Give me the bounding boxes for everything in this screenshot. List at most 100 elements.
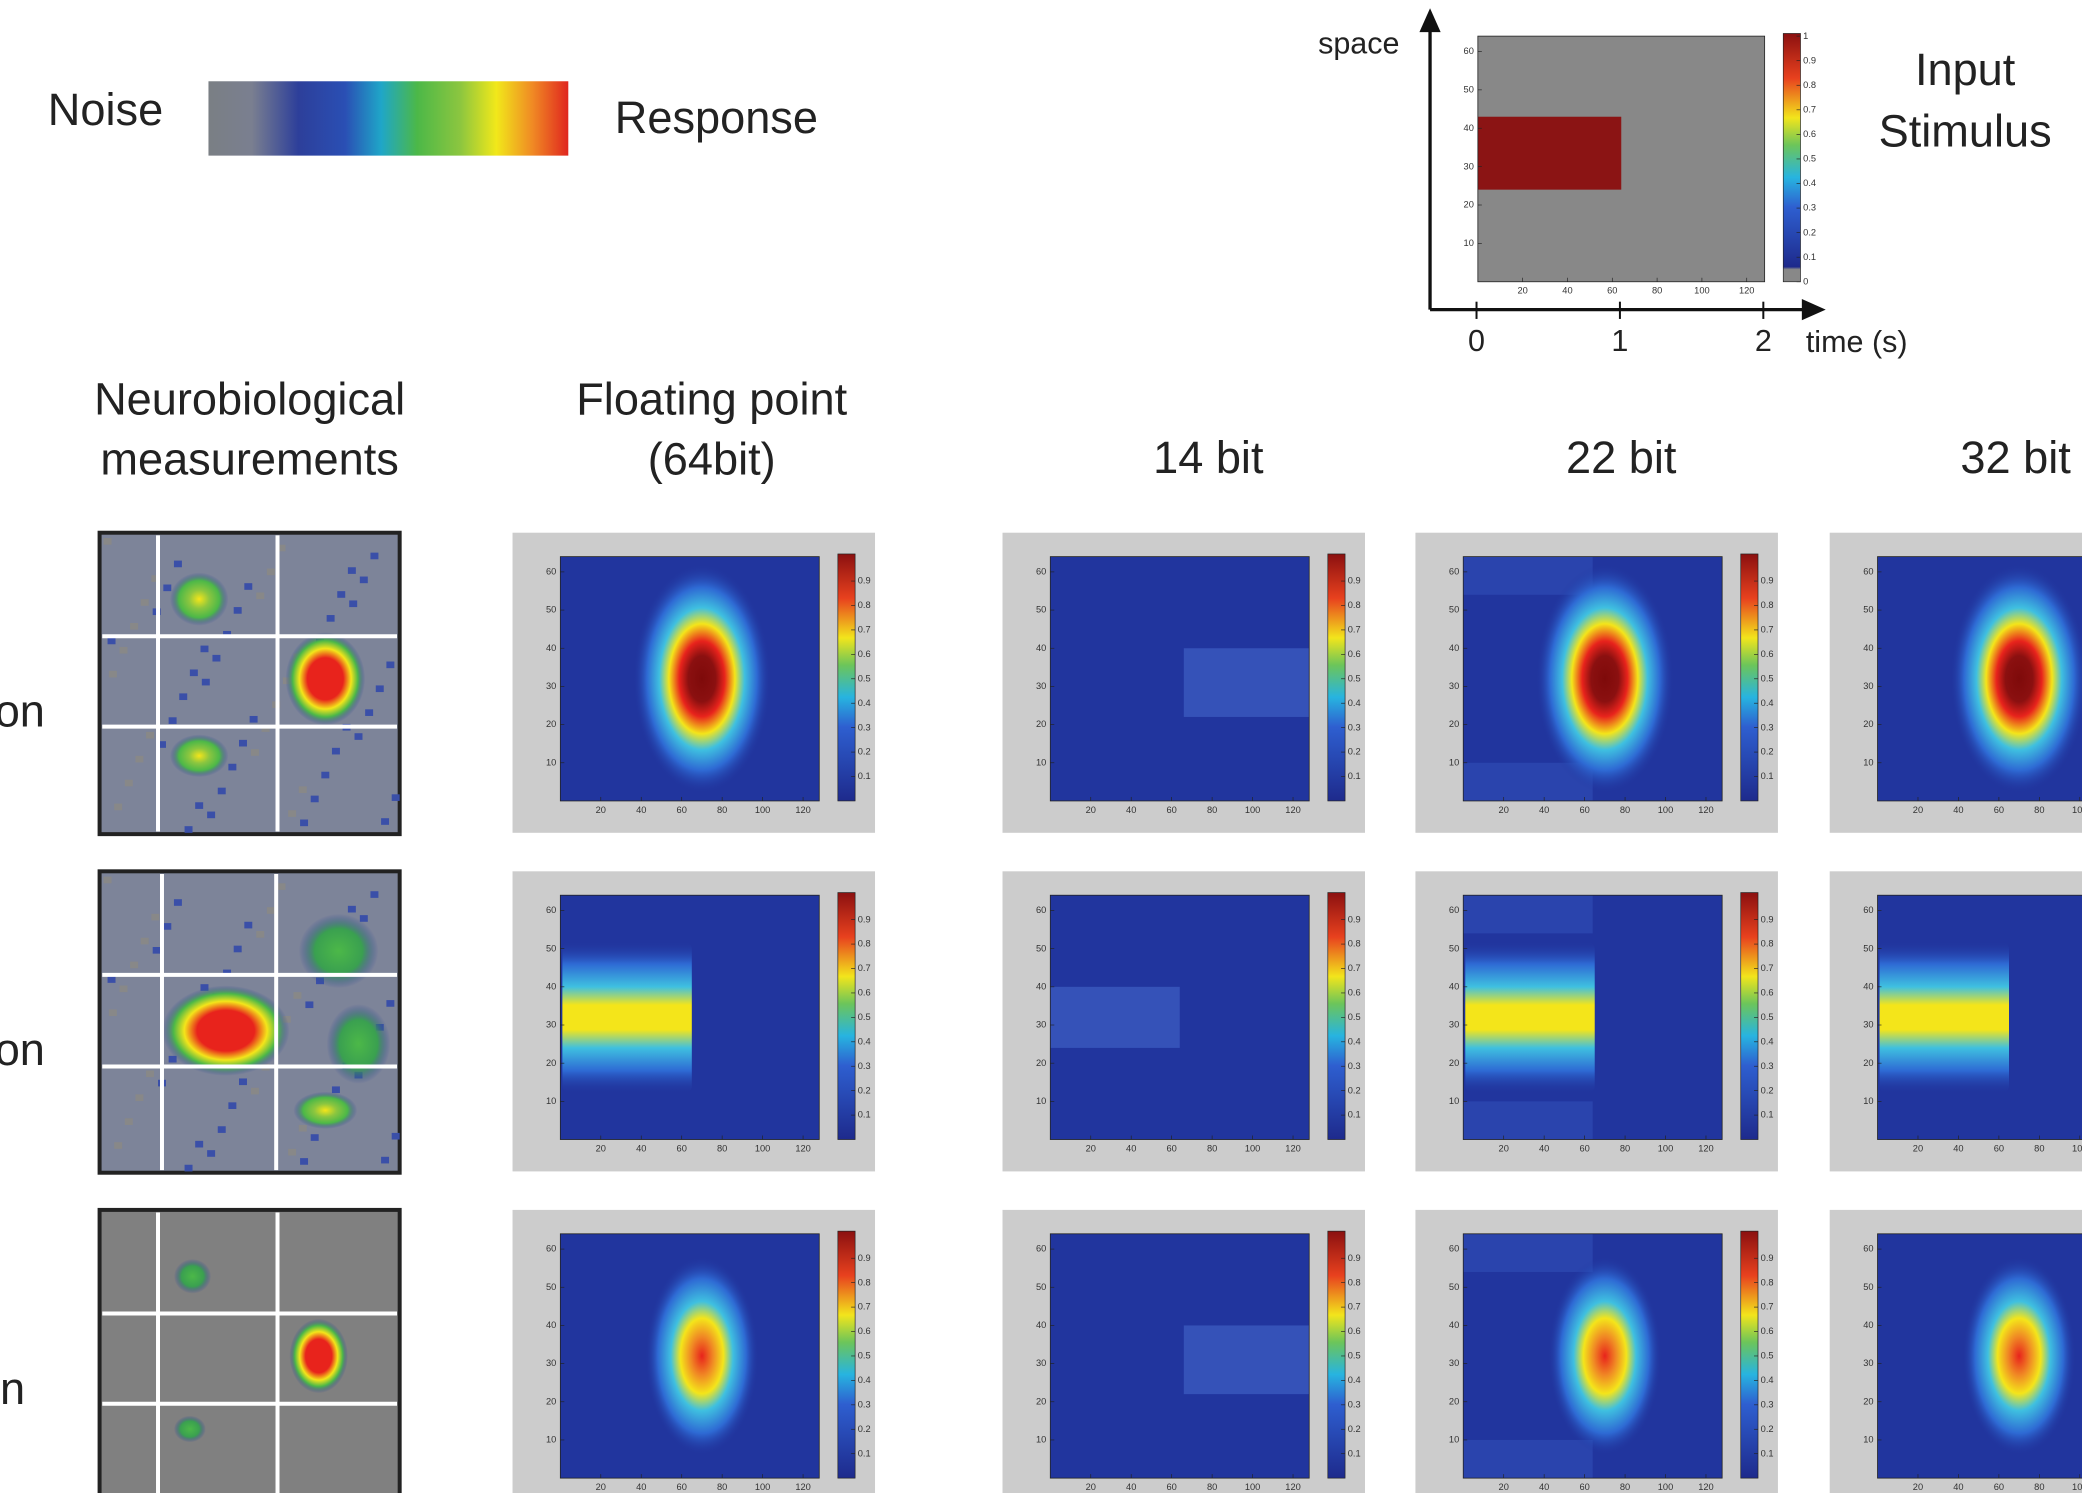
neuro-noise [228,1102,236,1109]
heatmap-shade [1463,895,1592,933]
neuro-noise [321,772,329,779]
colorbar-tick-label: 0.2 [1761,1085,1774,1095]
x-tick-label: 120 [795,1482,811,1492]
colorbar-tick-label: 0.7 [858,625,871,635]
heatmap-blob [1548,1257,1661,1456]
neuro-noise [125,780,133,787]
neuro-noise [392,794,400,801]
neuro-noise [299,786,307,793]
y-tick-label: 60 [1863,1244,1873,1254]
y-tick-label: 50 [1863,1282,1873,1292]
y-tick-label: 50 [1464,85,1474,95]
colorbar-tick-label: 0.4 [858,1375,871,1385]
colorbar-tick-label: 0.6 [1348,988,1361,998]
colorbar-tick-label: 0.8 [1348,939,1361,949]
y-tick-label: 20 [546,719,556,729]
y-tick-label: 20 [1863,719,1873,729]
neuro-noise [311,1134,319,1141]
heatmap-band [1465,941,1594,1094]
row-label: on [0,1024,45,1075]
colorbar-tick-label: 0.5 [1803,154,1816,164]
y-tick-label: 40 [546,643,556,653]
x-tick-label: 20 [596,805,606,815]
heatmap-blob [1950,564,2082,793]
column-header: measurements [100,433,398,484]
y-tick-label: 40 [1036,643,1046,653]
y-tick-label: 50 [1449,605,1459,615]
y-tick-label: 50 [1863,605,1873,615]
neuro-noise [256,592,264,599]
y-tick-label: 40 [1449,643,1459,653]
x-tick-label: 40 [636,805,646,815]
colorbar-tick-label: 0.2 [1761,1424,1774,1434]
neuro-noise [365,709,373,716]
neuro-noise [146,1070,154,1077]
y-tick-label: 60 [1036,1244,1046,1254]
x-tick-label: 40 [1953,1482,1963,1492]
neuro-noise [300,1158,308,1165]
stimulus-x-tick-label: 2 [1755,324,1772,358]
neuro-noise [348,906,356,913]
stimulus-x-tick-label: 1 [1611,324,1628,358]
colorbar-tick-label: 0.9 [1803,55,1816,65]
x-tick-label: 100 [755,805,771,815]
x-tick-label: 100 [1694,286,1709,296]
x-tick-label: 60 [1167,1482,1177,1492]
neuro-noise [153,947,161,954]
stimulus-title: Stimulus [1879,105,2052,156]
neuro-bg [100,1210,400,1493]
colorbar [1328,554,1345,801]
colorbar-tick-label: 0.2 [1348,1085,1361,1095]
heatmap-band [1184,1325,1309,1394]
x-tick-label: 40 [1126,1482,1136,1492]
colorbar-tick-label: 0.8 [1761,939,1774,949]
colorbar-tick-label: 0.8 [1761,1277,1774,1287]
x-tick-label: 120 [1698,805,1713,815]
y-tick-label: 60 [1449,905,1459,915]
colorbar-tick-label: 0.6 [1803,129,1816,139]
colorbar-tick-label: 0.6 [1761,988,1774,998]
y-tick-label: 10 [1449,1435,1459,1445]
colorbar-tick-label: 0.9 [858,1253,871,1263]
neuro-noise [125,1118,133,1125]
y-tick-label: 50 [1449,1282,1459,1292]
colorbar-tick-label: 0.7 [1761,963,1774,973]
colorbar-tick-label: 0.6 [1761,1326,1774,1336]
neuro-noise [386,1000,394,1007]
colorbar [838,893,855,1140]
neuro-noise [293,992,301,999]
x-tick-label: 20 [1499,1482,1509,1492]
neuro-noise [288,1149,296,1156]
x-tick-label: 40 [636,1482,646,1492]
neuro-noise [185,1165,193,1172]
colorbar-tick-label: 0.6 [1761,649,1774,659]
colorbar-tick-label: 0.5 [858,1012,871,1022]
colorbar-tick-label: 0.9 [858,914,871,924]
figure: Noise Response space time (s) Input Stim… [0,0,2082,1493]
y-tick-label: 50 [1036,943,1046,953]
x-tick-label: 80 [1652,286,1662,296]
y-tick-label: 60 [546,1244,556,1254]
colorbar-tick-label: 0.5 [858,1351,871,1361]
y-tick-label: 20 [1449,719,1459,729]
neuro-noise [135,1094,143,1101]
column-header: 14 bit [1153,432,1264,483]
neuro-noise [212,655,220,662]
colorbar-tick-label: 0.7 [858,963,871,973]
column-header: Neurobiological [94,374,405,425]
colorbar-tick-label: 0.1 [1803,252,1816,262]
y-tick-label: 60 [1036,567,1046,577]
stimulus-title: Input [1915,44,2016,95]
colorbar-tick-label: 0.2 [1348,1424,1361,1434]
x-tick-label: 40 [1953,1143,1963,1153]
neuro-noise [381,1157,389,1164]
stimulus-block [1478,117,1621,190]
colorbar-tick-label: 0.3 [1803,203,1816,213]
neuro-noise [195,1141,203,1148]
y-tick-label: 10 [546,757,556,767]
x-tick-label: 80 [2034,1482,2044,1492]
x-tick-label: 40 [1953,805,1963,815]
y-tick-label: 10 [1449,757,1459,767]
neuro-noise [109,671,117,678]
colorbar-tick-label: 0.9 [1348,914,1361,924]
